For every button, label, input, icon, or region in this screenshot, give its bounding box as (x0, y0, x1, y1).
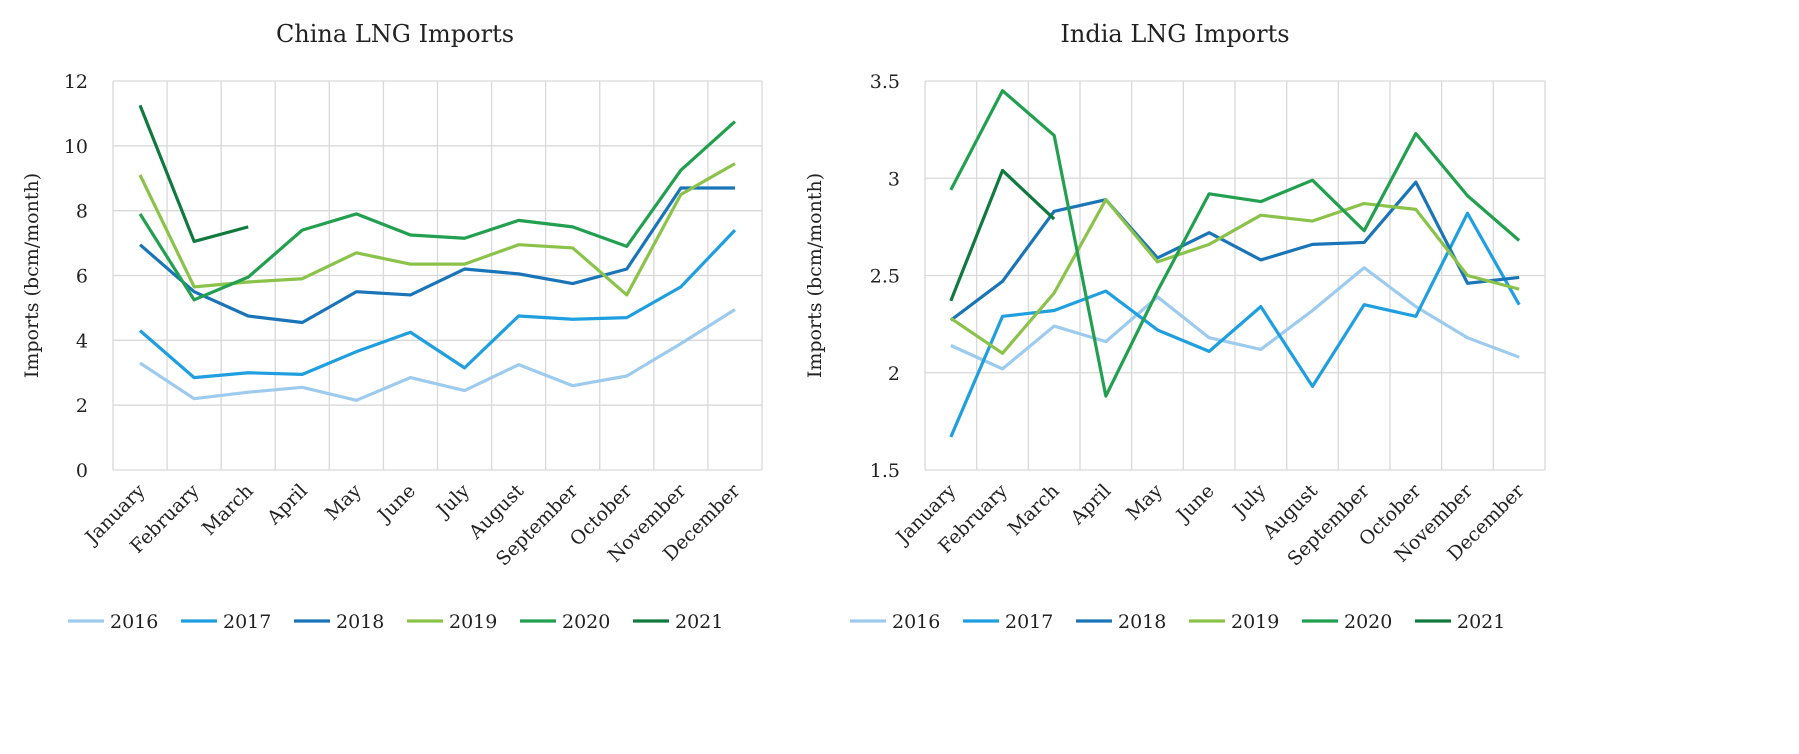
legend-label-2018: 2018 (1118, 611, 1166, 633)
legend-label-2016: 2016 (110, 611, 158, 633)
y-tick-label: 0 (76, 460, 88, 482)
legend-label-2021: 2021 (1457, 611, 1505, 633)
legend-label-2016: 2016 (892, 611, 940, 633)
y-tick-label: 10 (64, 136, 88, 158)
legend-label-2020: 2020 (1344, 611, 1392, 633)
y-tick-label: 2 (76, 395, 88, 417)
chart-china: China LNG Imports Imports (bcm/month) 0 2 4 6… (21, 20, 762, 633)
x-tick-label: May (1122, 480, 1167, 525)
x-tick-label: June (372, 480, 420, 528)
y-tick-label: 2 (888, 363, 900, 385)
legend-label-2017: 2017 (1005, 611, 1053, 633)
legend-label-2021: 2021 (675, 611, 723, 633)
y-tick-label: 8 (76, 201, 88, 223)
legend-label-2017: 2017 (223, 611, 271, 633)
x-tick-label: July (431, 480, 474, 523)
chart-title: India LNG Imports (1060, 20, 1289, 48)
chart-title: China LNG Imports (276, 20, 514, 48)
legend-label-2019: 2019 (1231, 611, 1279, 633)
y-tick-label: 1.5 (870, 460, 900, 482)
y-axis-label: Imports (bcm/month) (804, 173, 826, 378)
y-tick-label: 3.5 (870, 71, 900, 93)
x-tick-label: May (321, 480, 366, 525)
y-tick-label: 4 (76, 330, 88, 352)
y-tick-label: 6 (76, 266, 88, 288)
y-tick-label: 12 (64, 71, 88, 93)
chart-india: India LNG Imports Imports (bcm/month) 1.5 2… (804, 20, 1545, 633)
x-tick-label: March (198, 480, 258, 540)
y-axis-label: Imports (bcm/month) (21, 173, 43, 378)
series-line-2021 (140, 105, 248, 241)
legend-label-2020: 2020 (562, 611, 610, 633)
x-tick-label: March (1004, 480, 1064, 540)
legend-label-2018: 2018 (336, 611, 384, 633)
x-tick-label: July (1227, 480, 1270, 523)
x-tick-label: June (1171, 480, 1219, 528)
x-tick-label: April (262, 480, 312, 530)
y-tick-label: 2.5 (870, 266, 900, 288)
y-tick-label: 3 (888, 168, 900, 190)
legend-label-2019: 2019 (449, 611, 497, 633)
x-tick-label: April (1066, 480, 1116, 530)
